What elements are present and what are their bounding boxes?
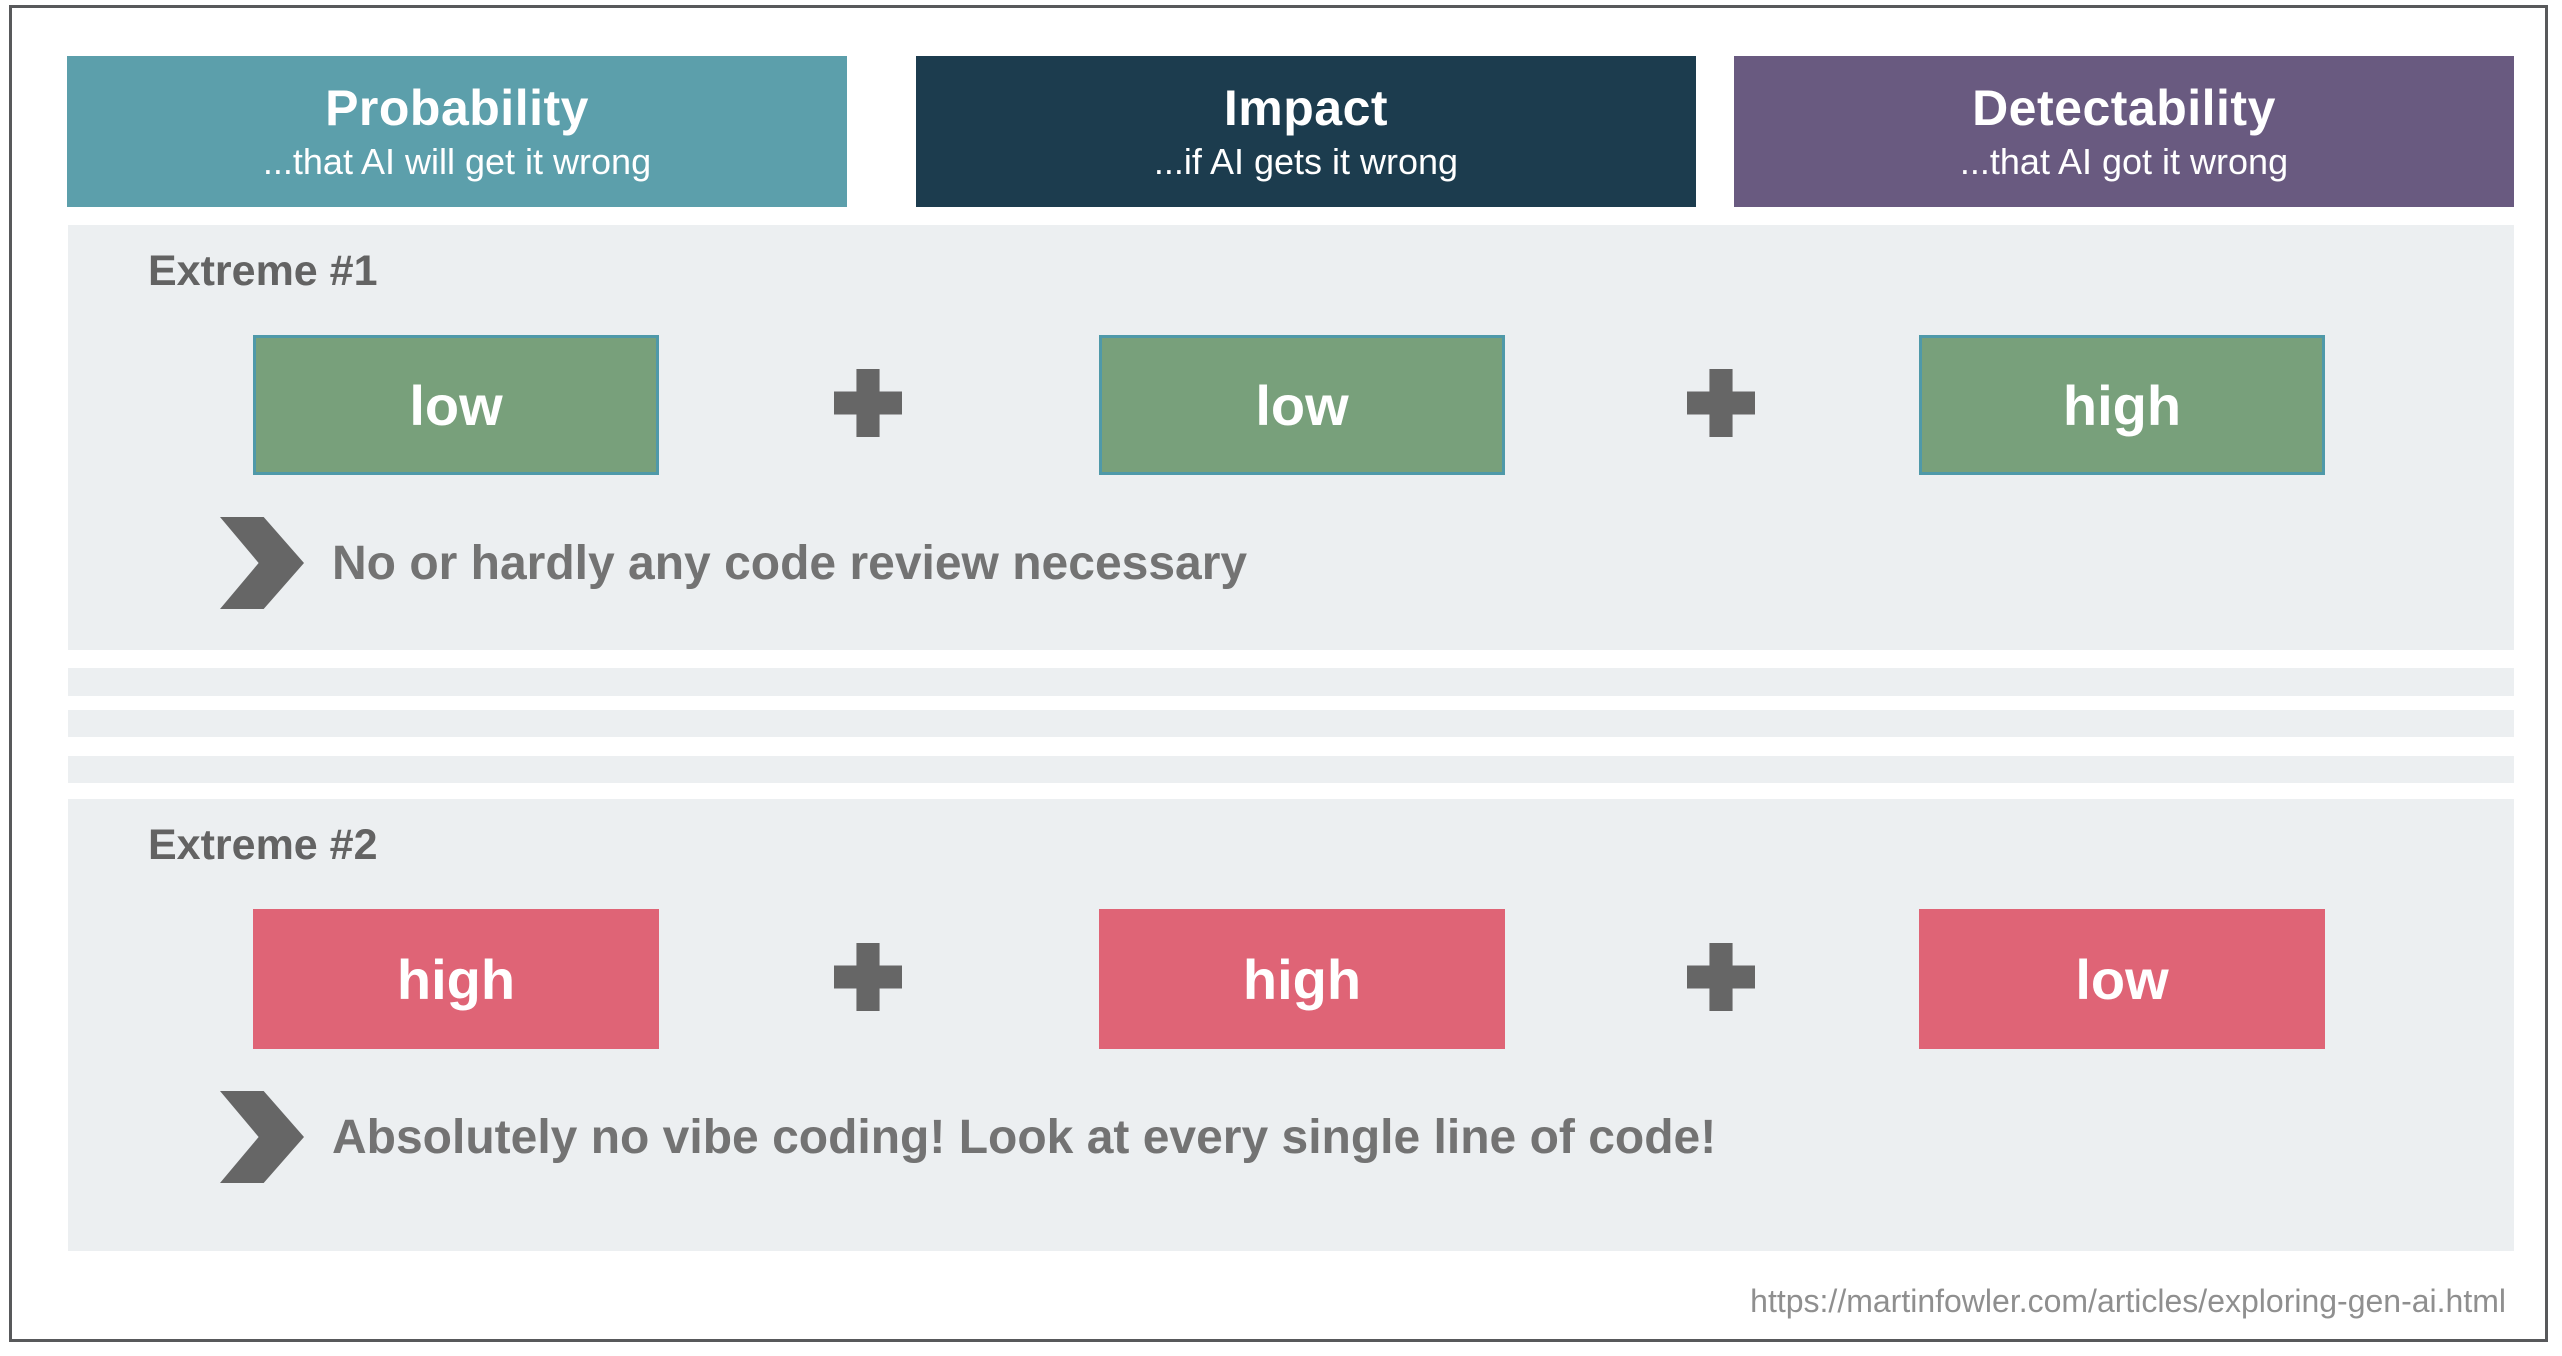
divider-stripe	[68, 710, 2514, 737]
value-boxes-row: low low high	[68, 335, 2514, 475]
column-header-detectability: Detectability ...that AI got it wrong	[1734, 56, 2514, 207]
conclusion-row: No or hardly any code review necessary	[220, 517, 1247, 609]
column-header-subtitle: ...that AI will get it wrong	[262, 140, 652, 182]
value-box-label: high	[1242, 947, 1362, 1011]
column-header-title: Impact	[1223, 79, 1389, 136]
column-header-impact: Impact ...if AI gets it wrong	[916, 56, 1696, 207]
conclusion-row: Absolutely no vibe coding! Look at every…	[220, 1091, 1716, 1183]
value-box-label: low	[409, 373, 503, 437]
plus-icon	[834, 369, 902, 437]
value-boxes-row: high high low	[68, 909, 2514, 1049]
scenario-extreme-2: Extreme #2 high high low Absolutely no v…	[68, 799, 2514, 1251]
column-header-title: Detectability	[1972, 79, 2276, 136]
value-box-detectability: high	[1919, 335, 2325, 475]
plus-icon	[1687, 943, 1755, 1011]
value-box-impact: high	[1099, 909, 1505, 1049]
value-box-detectability: low	[1919, 909, 2325, 1049]
source-url: https://martinfowler.com/articles/explor…	[1750, 1283, 2506, 1319]
scenario-label: Extreme #1	[148, 247, 378, 295]
column-header-probability: Probability ...that AI will get it wrong	[67, 56, 847, 207]
column-header-title: Probability	[325, 79, 589, 136]
value-box-label: high	[2062, 373, 2182, 437]
divider-stripe	[68, 668, 2514, 696]
column-header-subtitle: ...that AI got it wrong	[1959, 140, 2289, 182]
chevron-right-icon	[220, 1091, 304, 1183]
value-box-label: low	[1255, 373, 1349, 437]
scenario-label: Extreme #2	[148, 821, 378, 869]
value-box-label: low	[2075, 947, 2169, 1011]
divider-stripe	[68, 756, 2514, 783]
column-header-subtitle: ...if AI gets it wrong	[1153, 140, 1459, 182]
value-box-probability: high	[253, 909, 659, 1049]
value-box-probability: low	[253, 335, 659, 475]
conclusion-text: Absolutely no vibe coding! Look at every…	[332, 1110, 1717, 1164]
conclusion-text: No or hardly any code review necessary	[332, 536, 1248, 590]
value-box-impact: low	[1099, 335, 1505, 475]
chevron-right-icon	[220, 517, 304, 609]
scenario-extreme-1: Extreme #1 low low high No or hardly any…	[68, 225, 2514, 650]
plus-icon	[1687, 369, 1755, 437]
value-box-label: high	[396, 947, 516, 1011]
plus-icon	[834, 943, 902, 1011]
